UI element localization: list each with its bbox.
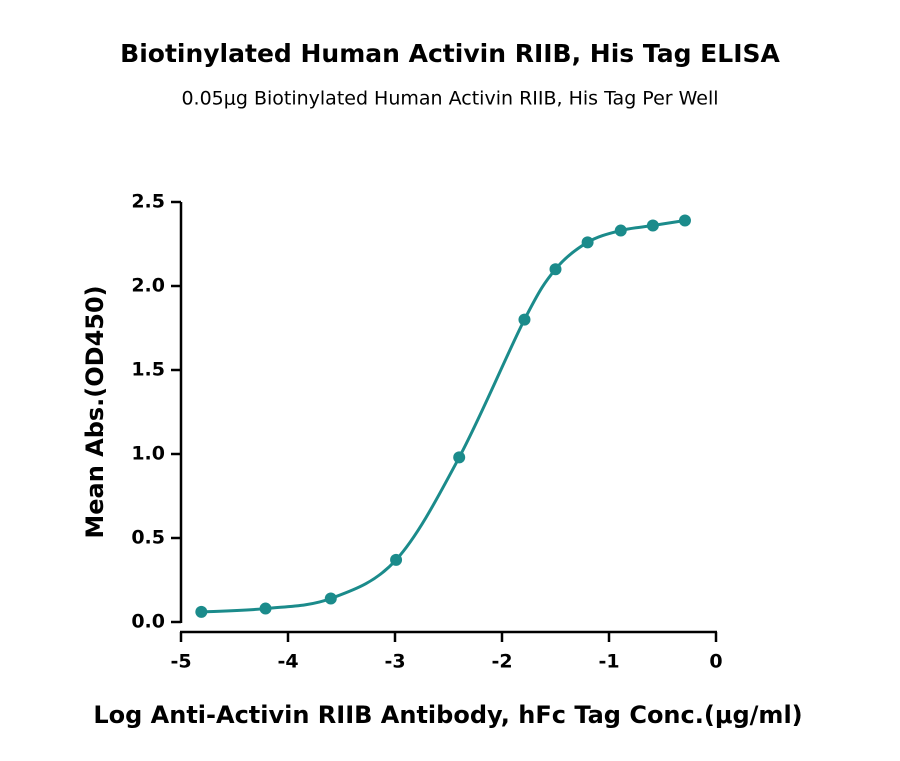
x-tick-label: -1	[598, 651, 619, 673]
fit-curve	[201, 218, 686, 614]
x-tick-label: 0	[709, 651, 722, 673]
y-tick-label: 1.5	[131, 359, 165, 381]
data-point	[259, 602, 272, 615]
data-point	[678, 214, 691, 227]
y-tick-label: 2.5	[131, 191, 165, 213]
x-tick-label: -2	[491, 651, 512, 673]
data-point	[324, 592, 337, 605]
data-point	[549, 263, 562, 276]
data-point	[390, 553, 403, 566]
y-tick-label: 2.0	[131, 275, 165, 297]
chart-title: Biotinylated Human Activin RIIB, His Tag…	[120, 39, 780, 68]
y-axis-label: Mean Abs.(OD450)	[81, 285, 109, 538]
data-point	[195, 605, 208, 618]
data-point	[614, 224, 627, 237]
data-point	[646, 219, 659, 232]
y-tick-label: 0.5	[131, 527, 165, 549]
data-point	[453, 451, 466, 464]
x-axis-label: Log Anti-Activin RIIB Antibody, hFc Tag …	[93, 701, 802, 729]
x-tick-label: -3	[384, 651, 405, 673]
x-tick-label: -5	[170, 651, 191, 673]
chart-subtitle: 0.05μg Biotinylated Human Activin RIIB, …	[181, 88, 718, 110]
x-tick-label: -4	[277, 651, 298, 673]
y-tick-label: 0.0	[131, 611, 165, 633]
data-point	[581, 236, 594, 249]
y-tick-label: 1.0	[131, 443, 165, 465]
data-point	[518, 313, 531, 326]
